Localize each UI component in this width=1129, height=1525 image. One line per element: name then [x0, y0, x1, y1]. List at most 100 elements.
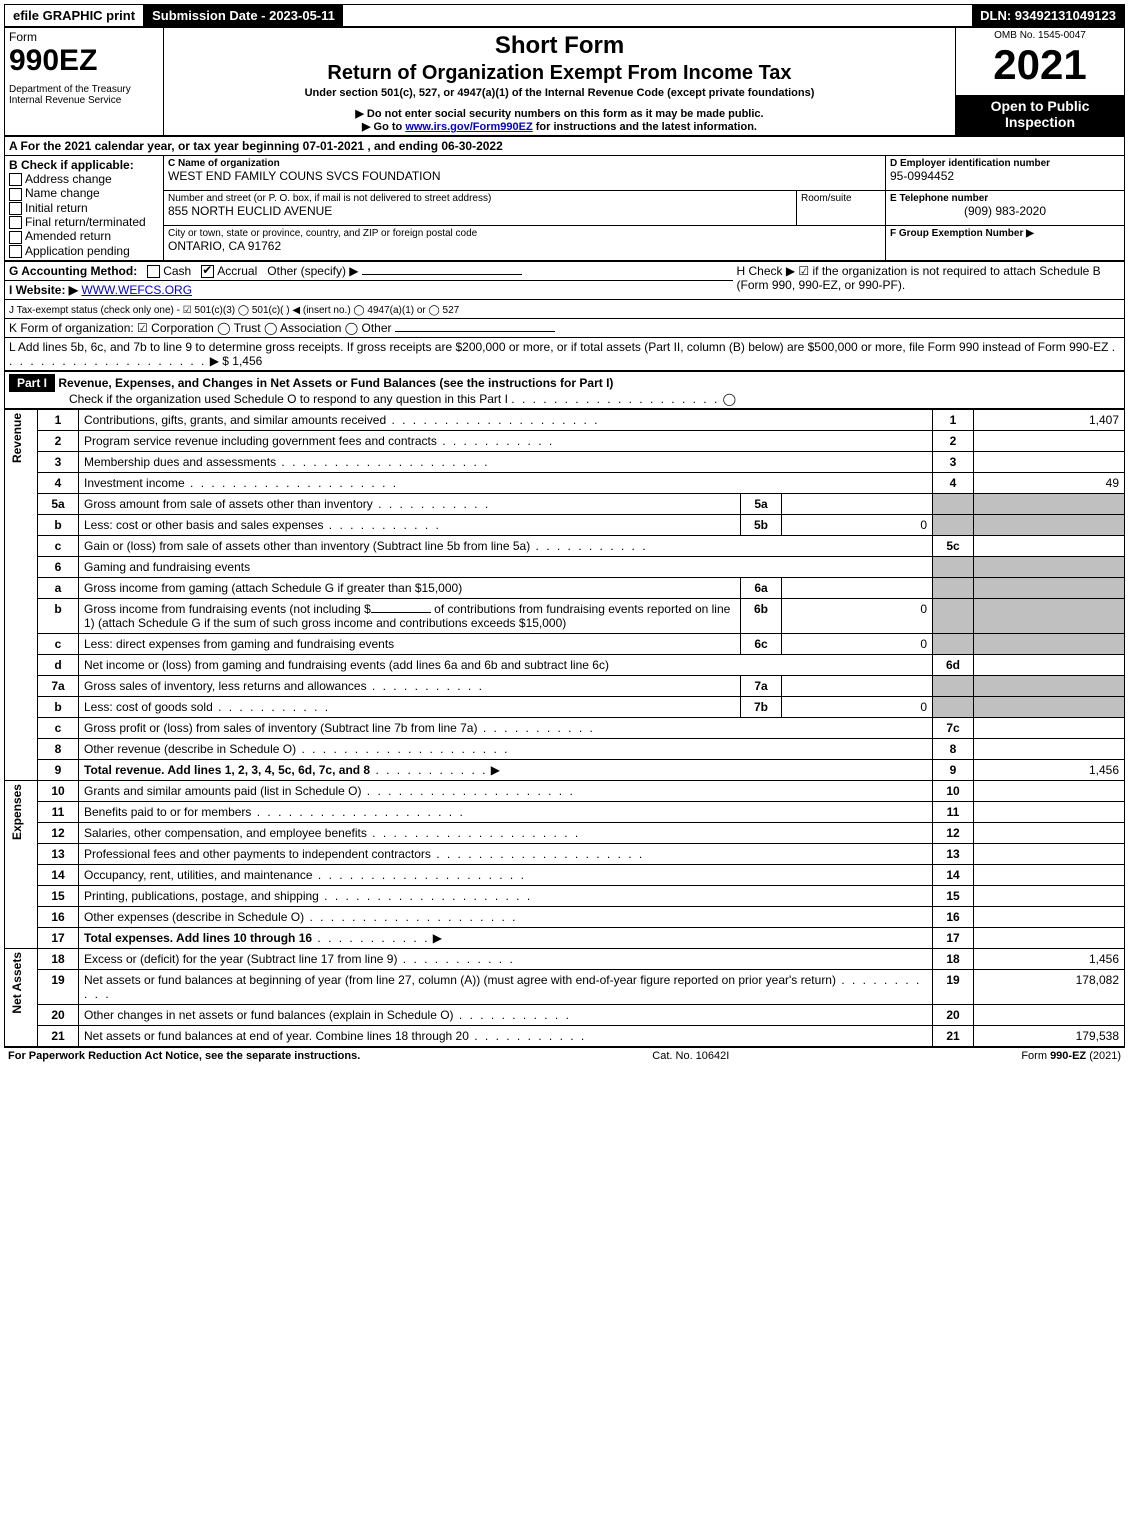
- form-number: 990EZ: [9, 44, 159, 78]
- revenue-section-label: Revenue: [10, 413, 24, 463]
- line-5b-boxval: 0: [782, 515, 933, 536]
- line-6c-num: c: [38, 634, 79, 655]
- checkbox-name-change[interactable]: [9, 188, 22, 201]
- checkbox-accrual[interactable]: [201, 265, 214, 278]
- line-1-ref: 1: [933, 410, 974, 431]
- line-2-amt: [974, 431, 1125, 452]
- line-16-text: Other expenses (describe in Schedule O): [84, 910, 304, 924]
- line-5c-ref: 5c: [933, 536, 974, 557]
- opt-amended-return: Amended return: [25, 229, 111, 243]
- line-5c-amt: [974, 536, 1125, 557]
- line-7b-num: b: [38, 697, 79, 718]
- line-14-text: Occupancy, rent, utilities, and maintena…: [84, 868, 313, 882]
- line-6c-box: 6c: [741, 634, 782, 655]
- line-19-num: 19: [38, 970, 79, 1005]
- line-7a-box: 7a: [741, 676, 782, 697]
- part-i-table: Revenue 1 Contributions, gifts, grants, …: [4, 409, 1125, 1047]
- part-i-label: Part I: [9, 374, 55, 392]
- shaded: [974, 494, 1125, 515]
- shaded: [933, 494, 974, 515]
- opt-initial-return: Initial return: [25, 201, 88, 215]
- j-tax-exempt: J Tax-exempt status (check only one) - ☑…: [9, 305, 459, 316]
- city-value: ONTARIO, CA 91762: [168, 239, 881, 253]
- line-17-text: Total expenses. Add lines 10 through 16: [84, 931, 312, 945]
- checkbox-application-pending[interactable]: [9, 245, 22, 258]
- line-21-num: 21: [38, 1026, 79, 1047]
- line-15-num: 15: [38, 886, 79, 907]
- line-6d-ref: 6d: [933, 655, 974, 676]
- ssn-warning: ▶ Do not enter social security numbers o…: [168, 107, 951, 120]
- line-13-num: 13: [38, 844, 79, 865]
- submission-date-button[interactable]: Submission Date - 2023-05-11: [144, 5, 345, 26]
- shaded: [933, 634, 974, 655]
- website-link[interactable]: WWW.WEFCS.ORG: [81, 283, 192, 297]
- line-20-num: 20: [38, 1005, 79, 1026]
- form-header: Form 990EZ Department of the Treasury In…: [4, 27, 1125, 136]
- line-6a-boxval: [782, 578, 933, 599]
- line-12-num: 12: [38, 823, 79, 844]
- line-13-amt: [974, 844, 1125, 865]
- shaded: [974, 697, 1125, 718]
- i-label: I Website: ▶: [9, 283, 78, 297]
- irs-link[interactable]: www.irs.gov/Form990EZ: [405, 121, 532, 133]
- shaded: [974, 676, 1125, 697]
- line-6c-text: Less: direct expenses from gaming and fu…: [84, 637, 394, 651]
- line-5a-text: Gross amount from sale of assets other t…: [84, 497, 373, 511]
- tax-year: 2021: [960, 41, 1120, 89]
- c-street-label: Number and street (or P. O. box, if mail…: [168, 193, 792, 204]
- line-14-amt: [974, 865, 1125, 886]
- shaded: [974, 515, 1125, 536]
- checkbox-amended-return[interactable]: [9, 231, 22, 244]
- line-18-num: 18: [38, 949, 79, 970]
- ein-value: 95-0994452: [890, 169, 1120, 183]
- goto-pre: ▶ Go to: [362, 121, 405, 133]
- line-8-num: 8: [38, 739, 79, 760]
- checkbox-initial-return[interactable]: [9, 202, 22, 215]
- checkbox-address-change[interactable]: [9, 173, 22, 186]
- l-amount: ▶ $ 1,456: [210, 354, 263, 368]
- line-7a-text: Gross sales of inventory, less returns a…: [84, 679, 367, 693]
- line-a: A For the 2021 calendar year, or tax yea…: [9, 139, 503, 153]
- c-city-label: City or town, state or province, country…: [168, 228, 881, 239]
- line-15-text: Printing, publications, postage, and shi…: [84, 889, 319, 903]
- line-14-ref: 14: [933, 865, 974, 886]
- line-6d-amt: [974, 655, 1125, 676]
- line-5b-box: 5b: [741, 515, 782, 536]
- line-6a-num: a: [38, 578, 79, 599]
- line-3-amt: [974, 452, 1125, 473]
- opt-name-change: Name change: [25, 186, 100, 200]
- shaded: [933, 599, 974, 634]
- dept-label: Department of the Treasury Internal Reve…: [9, 84, 159, 106]
- line-6b-box: 6b: [741, 599, 782, 634]
- line-16-num: 16: [38, 907, 79, 928]
- open-public-badge: Open to Public Inspection: [956, 96, 1125, 136]
- efile-print-button[interactable]: efile GRAPHIC print: [5, 5, 144, 26]
- main-title: Return of Organization Exempt From Incom…: [168, 62, 951, 85]
- line-12-ref: 12: [933, 823, 974, 844]
- line-7b-box: 7b: [741, 697, 782, 718]
- org-name: WEST END FAMILY COUNS SVCS FOUNDATION: [168, 169, 881, 183]
- line-4-amt: 49: [974, 473, 1125, 494]
- line-17-amt: [974, 928, 1125, 949]
- line-19-ref: 19: [933, 970, 974, 1005]
- g-other: Other (specify) ▶: [267, 264, 358, 278]
- line-3-text: Membership dues and assessments: [84, 455, 276, 469]
- g-label: G Accounting Method:: [9, 264, 137, 278]
- line-3-num: 3: [38, 452, 79, 473]
- line-9-amt: 1,456: [974, 760, 1125, 781]
- part-i-check-text: Check if the organization used Schedule …: [69, 392, 508, 406]
- line-11-ref: 11: [933, 802, 974, 823]
- line-5c-num: c: [38, 536, 79, 557]
- line-6b-text1: Gross income from fundraising events (no…: [84, 602, 371, 616]
- line-6d-text: Net income or (loss) from gaming and fun…: [84, 658, 609, 672]
- checkbox-final-return[interactable]: [9, 216, 22, 229]
- line-6d-num: d: [38, 655, 79, 676]
- topbar: efile GRAPHIC print Submission Date - 20…: [4, 4, 1125, 27]
- part-i-checkbox[interactable]: ◯: [723, 392, 736, 406]
- checkbox-cash[interactable]: [147, 265, 160, 278]
- line-5b-num: b: [38, 515, 79, 536]
- c-room-label: Room/suite: [801, 193, 881, 204]
- line-7a-num: 7a: [38, 676, 79, 697]
- line-6a-box: 6a: [741, 578, 782, 599]
- line-9-num: 9: [38, 760, 79, 781]
